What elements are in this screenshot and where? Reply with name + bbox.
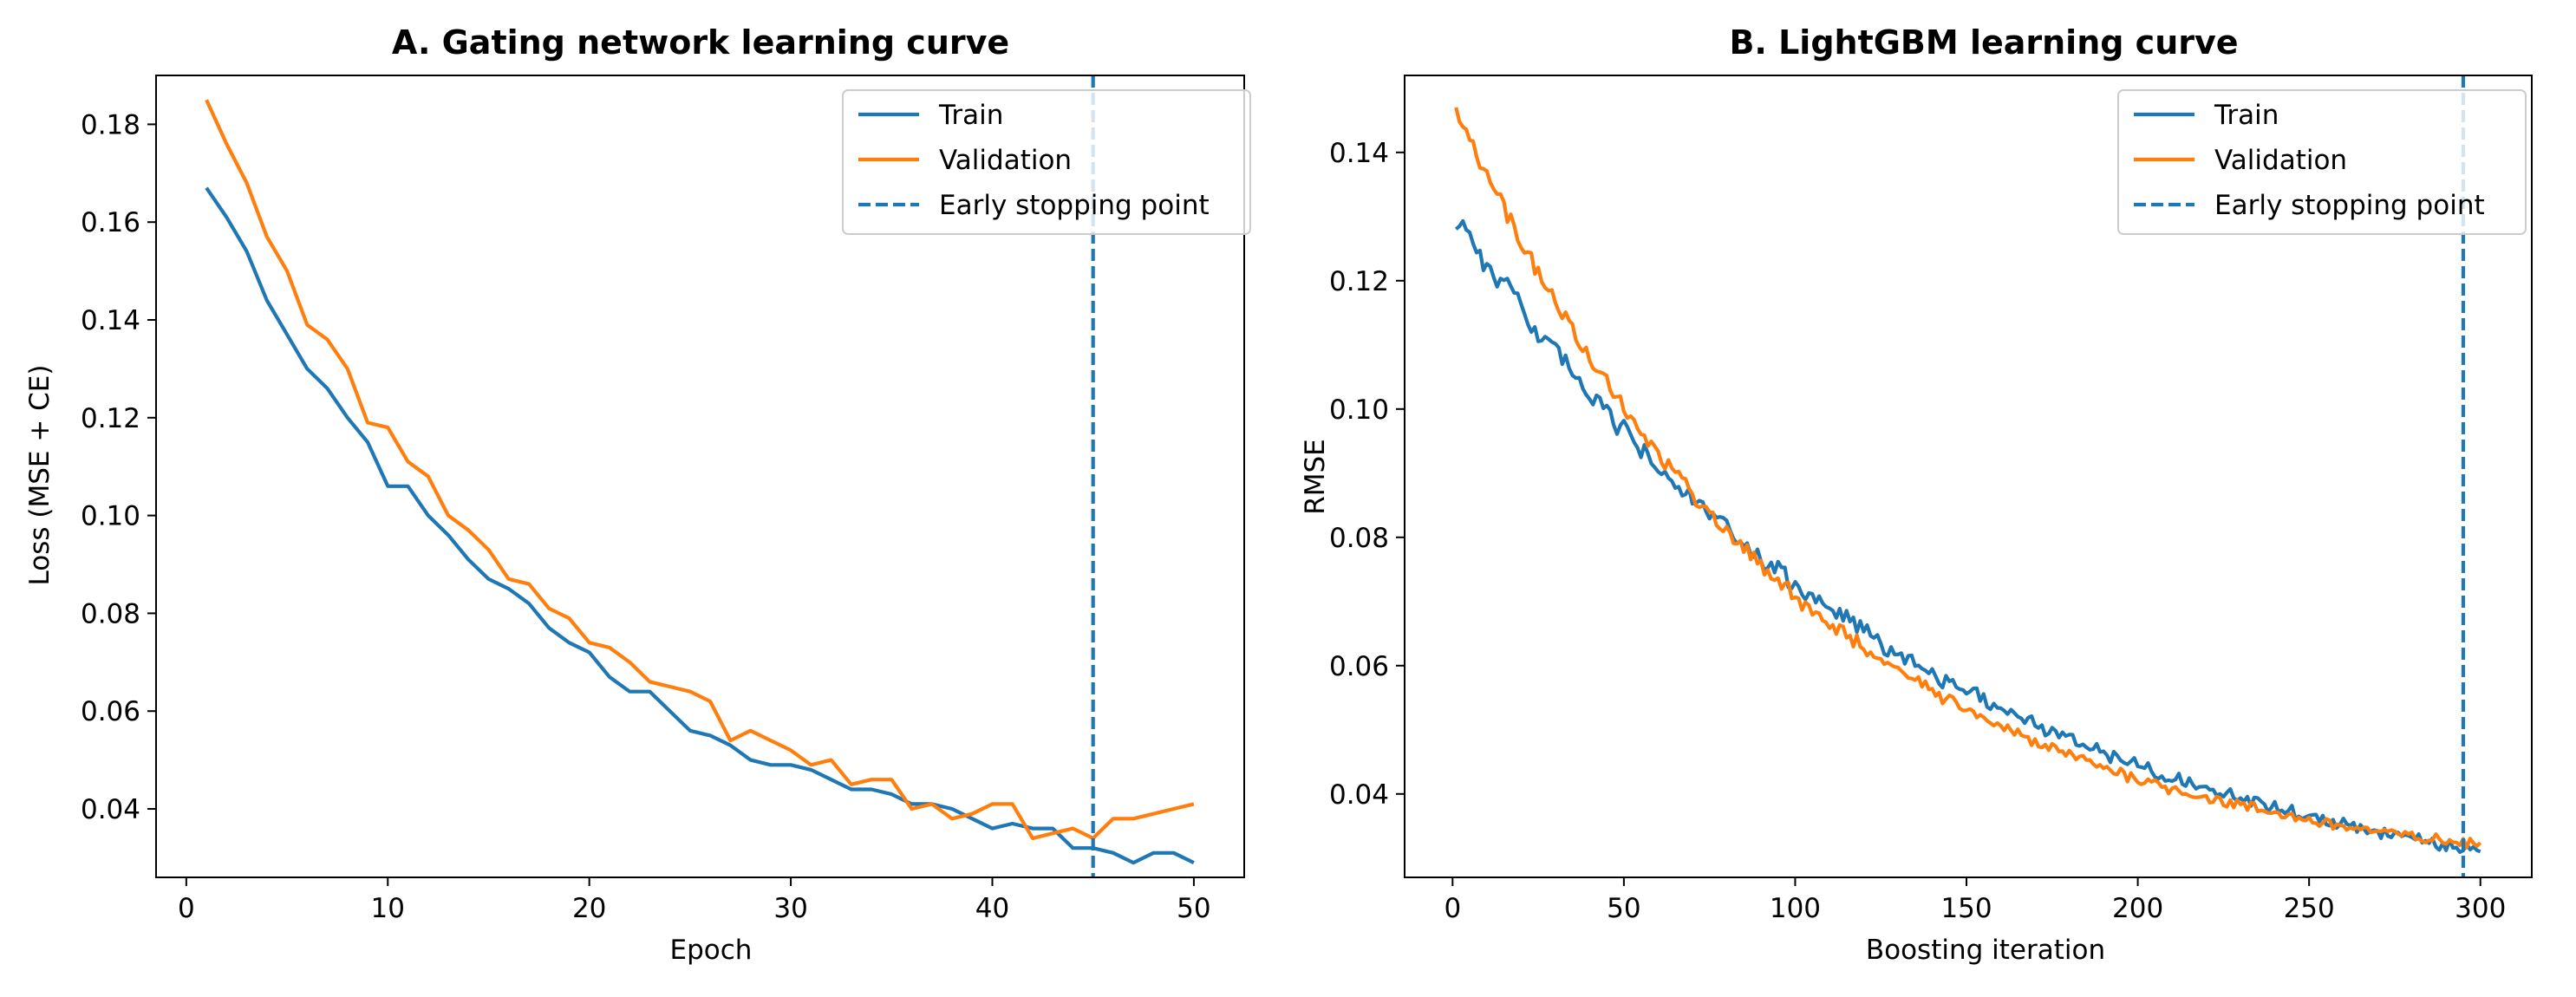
y-tick-label: 0.18 [81,109,140,140]
series-line-train [1454,218,2481,854]
y-tick-label: 0.14 [1329,138,1389,169]
y-tick-label: 0.12 [81,403,140,434]
x-tick-label: 150 [1940,893,1992,924]
x-tick-label: 10 [371,893,405,924]
legend: Train Validation Early stopping point [842,89,1251,235]
legend-validation-label: Validation [939,145,1072,176]
legend-frame [842,89,1251,235]
x-tick-label: 200 [2112,893,2163,924]
y-tick-label: 0.04 [81,794,140,825]
chart-title: A. Gating network learning curve [392,23,1009,62]
x-tick-label: 30 [773,893,807,924]
x-tick-label: 100 [1770,893,1821,924]
series-line-validation [1454,107,2482,850]
plot-area: 0 10 20 30 40 50 0.04 0.06 0.08 0.10 0.12 0.14 0.16 0… [81,75,1211,924]
x-tick-label: 0 [1444,893,1461,924]
y-axis-label: RMSE [1300,439,1331,515]
series-line-train [205,186,1195,865]
x-axis-label: Boosting iteration [1866,935,2105,966]
x-tick-label: 250 [2284,893,2335,924]
y-tick-label: 0.10 [1329,394,1389,426]
y-axis-label: Loss (MSE + CE) [24,365,55,586]
y-tick-label: 0.10 [81,501,140,532]
plot-area: 0 50 100 150 200 250 300 0.04 0.06 0.08 0.10 0.12 0.… [1329,75,2506,924]
legend-validation-label: Validation [2214,145,2347,176]
legend-early-stop-label: Early stopping point [939,190,1210,221]
y-tick-label: 0.12 [1329,266,1389,297]
series-line-validation [205,99,1195,840]
panel-b: B. LightGBM learning curve 0 50 100 150 200 2… [1300,23,2533,966]
legend-train-label: Train [938,100,1003,131]
x-tick-label: 20 [572,893,606,924]
x-tick-label: 300 [2455,893,2506,924]
y-tick-label: 0.08 [1329,523,1389,554]
axes-frame [155,75,1245,878]
y-tick-label: 0.04 [1329,779,1389,811]
legend-early-stop-label: Early stopping point [2214,190,2485,221]
x-tick-label: 50 [1177,893,1210,924]
x-tick-label: 50 [1607,893,1640,924]
y-tick-label: 0.06 [81,696,140,727]
panel-a: A. Gating network learning curve 0 10 20 30… [24,23,1251,966]
x-axis-label: Epoch [670,935,753,966]
x-tick-label: 0 [178,893,195,924]
legend: Train Validation Early stopping point [2117,89,2527,235]
legend-frame [2117,89,2527,235]
y-tick-label: 0.14 [81,305,140,336]
legend-train-label: Train [2214,100,2279,131]
x-tick-label: 40 [975,893,1009,924]
axes-frame [1404,75,2533,878]
y-tick-label: 0.16 [81,207,140,238]
chart-title: B. LightGBM learning curve [1729,23,2238,62]
y-tick-label: 0.08 [81,598,140,629]
y-tick-label: 0.06 [1329,651,1389,682]
